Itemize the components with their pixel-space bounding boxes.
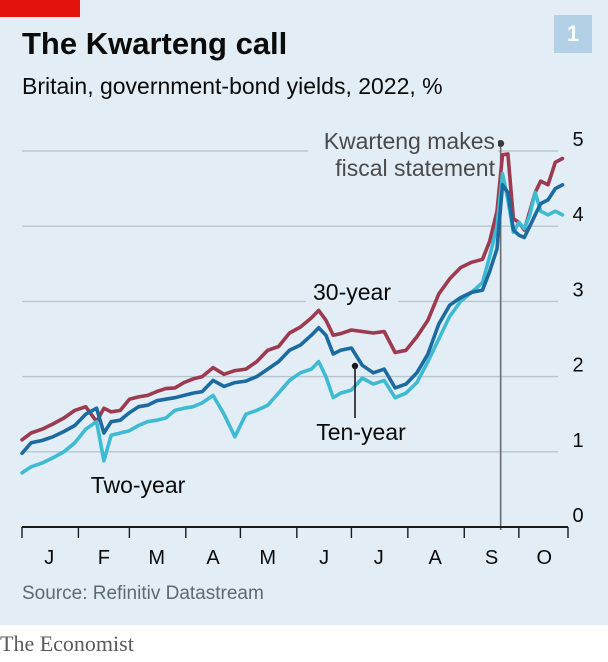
ten-year-leader-dot: [351, 362, 359, 370]
brand-footer: The Economist: [0, 631, 134, 656]
x-tick-label-0: J: [44, 547, 54, 569]
x-tick-label-5: J: [319, 547, 329, 569]
x-tick-label-2: M: [148, 547, 165, 569]
x-tick-label-8: S: [485, 547, 498, 569]
label-backdrop-30: [306, 282, 398, 308]
gridlines: [22, 150, 558, 453]
series-labels: 30-year Ten-year Two-year: [91, 279, 406, 498]
y-tick-label-4: 4: [572, 204, 583, 226]
economist-red-tab: [0, 0, 80, 17]
statement-dot: [497, 139, 505, 147]
source-note: Source: Refinitiv Datastream: [22, 583, 264, 604]
annotation-line-1: Kwarteng makes: [324, 128, 495, 154]
series-line-ten-year: [20, 183, 565, 456]
x-tick-label-3: A: [206, 547, 220, 569]
y-tick-label-0: 0: [572, 505, 583, 527]
y-tick-label-2: 2: [572, 355, 583, 377]
x-tick-label-1: F: [98, 547, 110, 569]
y-tick-label-3: 3: [572, 279, 583, 301]
chart-subtitle: Britain, government-bond yields, 2022, %: [22, 73, 443, 99]
chart-number-badge: 1: [554, 15, 592, 53]
annotation-line-2: fiscal statement: [335, 155, 495, 181]
x-tick-label-7: A: [428, 547, 442, 569]
y-axis-ticks: 0 1 2 3 4 5: [572, 129, 583, 527]
y-tick-label-1: 1: [572, 430, 583, 452]
y-tick-label-5: 5: [572, 129, 583, 151]
series-label-30-year: 30-year: [313, 279, 391, 305]
series-line-two-year: [20, 171, 565, 475]
series-line-30-year: [20, 152, 565, 442]
x-tick-label-4: M: [259, 547, 276, 569]
series-lines: [20, 152, 565, 475]
chart-panel: The Kwarteng call Britain, government-bo…: [0, 0, 608, 625]
chart-title: The Kwarteng call: [22, 26, 288, 61]
annotation-backdrop: [308, 126, 498, 184]
x-tick-label-6: J: [374, 547, 384, 569]
series-label-ten-year: Ten-year: [316, 419, 406, 445]
x-tick-label-9: O: [537, 547, 553, 569]
series-label-two-year: Two-year: [91, 472, 186, 498]
